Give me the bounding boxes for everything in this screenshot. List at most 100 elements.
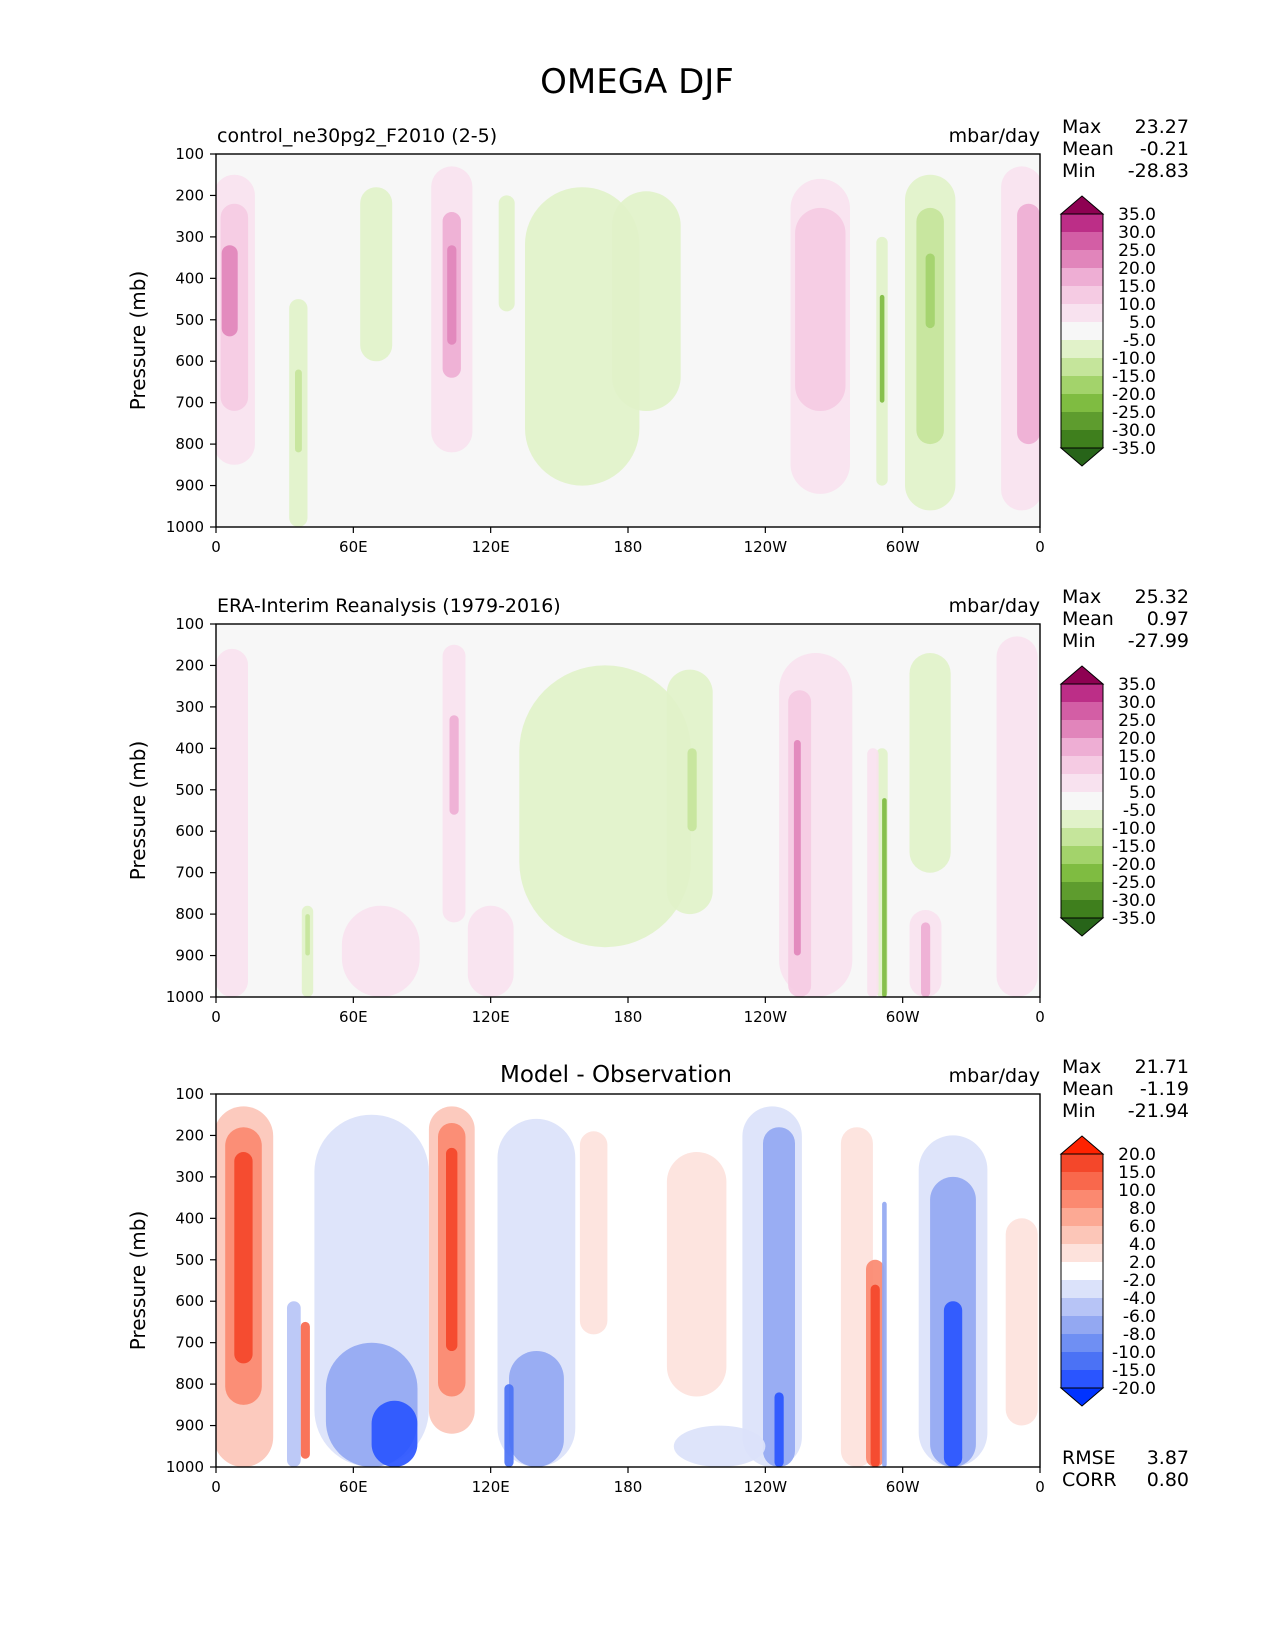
colorbar-tick-label: -20.0 <box>1112 1379 1156 1399</box>
panel-2: ERA-Interim Reanalysis (1979-2016) mbar/d… <box>126 586 1189 1026</box>
colorbar-tick-label: 30.0 <box>1118 223 1156 243</box>
contour-blob-17 <box>909 653 951 873</box>
y-tick-label: 900 <box>175 1417 204 1435</box>
stat-value-min: -27.99 <box>1128 630 1189 652</box>
colorbar-segment-6 <box>1061 1244 1103 1262</box>
panel-title: ERA-Interim Reanalysis (1979-2016) <box>217 595 561 617</box>
stat-value-min: -28.83 <box>1128 160 1189 182</box>
stat-value-min: -21.94 <box>1128 1100 1189 1122</box>
x-tick-label: 0 <box>1035 538 1045 556</box>
stat-label-min: Min <box>1062 630 1096 652</box>
colorbar-segment-10 <box>1061 376 1103 394</box>
colorbar-segment-8 <box>1061 810 1103 828</box>
contour-blob-20 <box>673 1425 766 1467</box>
y-tick-label: 300 <box>175 228 204 246</box>
colorbar-bottom-arrow <box>1059 1387 1105 1407</box>
y-tick-label: 1000 <box>166 988 204 1006</box>
colorbar-tick-label: -10.0 <box>1112 1343 1156 1363</box>
contour-field <box>216 1106 1038 1467</box>
colorbar-tick-label: -15.0 <box>1112 837 1156 857</box>
colorbar-tick-label: 10.0 <box>1118 765 1156 785</box>
colorbar-tick-label: 15.0 <box>1118 1163 1156 1183</box>
x-tick-label: 120E <box>472 1008 510 1026</box>
contour-blob-15 <box>579 1131 608 1335</box>
colorbar-segment-4 <box>1061 1208 1103 1226</box>
contour-blob-8 <box>371 1400 418 1467</box>
y-tick-label: 700 <box>175 1334 204 1352</box>
contour-blob-10 <box>498 195 515 312</box>
colorbar-segment-13 <box>1061 900 1103 918</box>
colorbar-segment-12 <box>1061 412 1103 430</box>
contour-blob-19 <box>774 1392 784 1467</box>
x-tick-label: 180 <box>614 1008 643 1026</box>
y-tick-label: 600 <box>175 822 204 840</box>
colorbar-tick-label: -30.0 <box>1112 891 1156 911</box>
contour-blob-19 <box>921 922 931 997</box>
contour-blob-5 <box>295 369 302 453</box>
colorbar-top-arrow <box>1059 665 1105 685</box>
units-label: mbar/day <box>949 125 1040 147</box>
colorbar-segment-3 <box>1061 250 1103 268</box>
stat-label-min: Min <box>1062 160 1096 182</box>
y-tick-label: 500 <box>175 311 204 329</box>
contour-blob-14 <box>795 207 846 411</box>
colorbar-tick-label: -15.0 <box>1112 367 1156 387</box>
colorbar-tick-label: 6.0 <box>1129 1217 1156 1237</box>
colorbar-segment-9 <box>1061 828 1103 846</box>
colorbar-tick-label: -35.0 <box>1112 439 1156 459</box>
colorbar-segment-8 <box>1061 340 1103 358</box>
contour-field <box>216 636 1038 997</box>
x-tick-label: 120W <box>744 1008 788 1026</box>
colorbar-bottom-arrow <box>1059 447 1105 467</box>
contour-blob-11 <box>525 187 640 486</box>
colorbar-segment-11 <box>1061 394 1103 412</box>
x-tick-label: 60W <box>886 1008 920 1026</box>
contour-blob-27 <box>943 1301 963 1467</box>
contour-blob-13 <box>793 740 801 956</box>
colorbar-tick-label: 5.0 <box>1129 783 1156 803</box>
colorbar-segment-3 <box>1061 1190 1103 1208</box>
x-tick-label: 0 <box>211 1008 221 1026</box>
colorbar-tick-label: 4.0 <box>1129 1235 1156 1255</box>
y-tick-label: 400 <box>175 269 204 287</box>
colorbar-segment-4 <box>1061 268 1103 286</box>
colorbar-frame <box>1060 683 1104 919</box>
colorbar-segment-1 <box>1061 214 1103 232</box>
colorbar-segment-4 <box>1061 738 1103 756</box>
y-tick-label: 500 <box>175 781 204 799</box>
stat-label-max: Max <box>1062 116 1101 138</box>
colorbar-tick-label: 15.0 <box>1118 277 1156 297</box>
colorbar: 20.015.010.08.06.04.02.0-2.0-4.0-6.0-8.0… <box>1059 1135 1156 1407</box>
x-tick-label: 60E <box>339 538 368 556</box>
stat-value-corr: 0.80 <box>1147 1469 1189 1491</box>
stat-value-max: 21.71 <box>1135 1056 1189 1078</box>
colorbar-segment-11 <box>1061 864 1103 882</box>
y-axis-label: Pressure (mb) <box>126 1211 150 1351</box>
x-tick-label: 0 <box>1035 1008 1045 1026</box>
colorbar-tick-label: 10.0 <box>1118 295 1156 315</box>
colorbar-tick-label: -15.0 <box>1112 1361 1156 1381</box>
colorbar-segment-2 <box>1061 1172 1103 1190</box>
contour-blob-16 <box>867 748 879 997</box>
colorbar-segment-5 <box>1061 756 1103 774</box>
colorbar-tick-label: -8.0 <box>1123 1325 1156 1345</box>
y-tick-label: 100 <box>175 615 204 633</box>
x-tick-label: 120W <box>744 1478 788 1496</box>
colorbar-tick-label: -25.0 <box>1112 873 1156 893</box>
x-tick-label: 60W <box>886 1478 920 1496</box>
y-tick-label: 1000 <box>166 1458 204 1476</box>
colorbar-frame <box>1060 1153 1104 1389</box>
colorbar-tick-label: 10.0 <box>1118 1181 1156 1201</box>
colorbar-tick-label: 35.0 <box>1118 675 1156 695</box>
colorbar-tick-label: -4.0 <box>1123 1289 1156 1309</box>
contour-blob-14 <box>504 1384 514 1467</box>
y-tick-label: 100 <box>175 145 204 163</box>
colorbar-segment-2 <box>1061 232 1103 250</box>
x-tick-label: 0 <box>211 1478 221 1496</box>
colorbar-tick-label: -2.0 <box>1123 1271 1156 1291</box>
y-tick-label: 800 <box>175 905 204 923</box>
contour-blob-1 <box>216 648 248 997</box>
colorbar-segment-7 <box>1061 792 1103 810</box>
colorbar-segment-1 <box>1061 1154 1103 1172</box>
